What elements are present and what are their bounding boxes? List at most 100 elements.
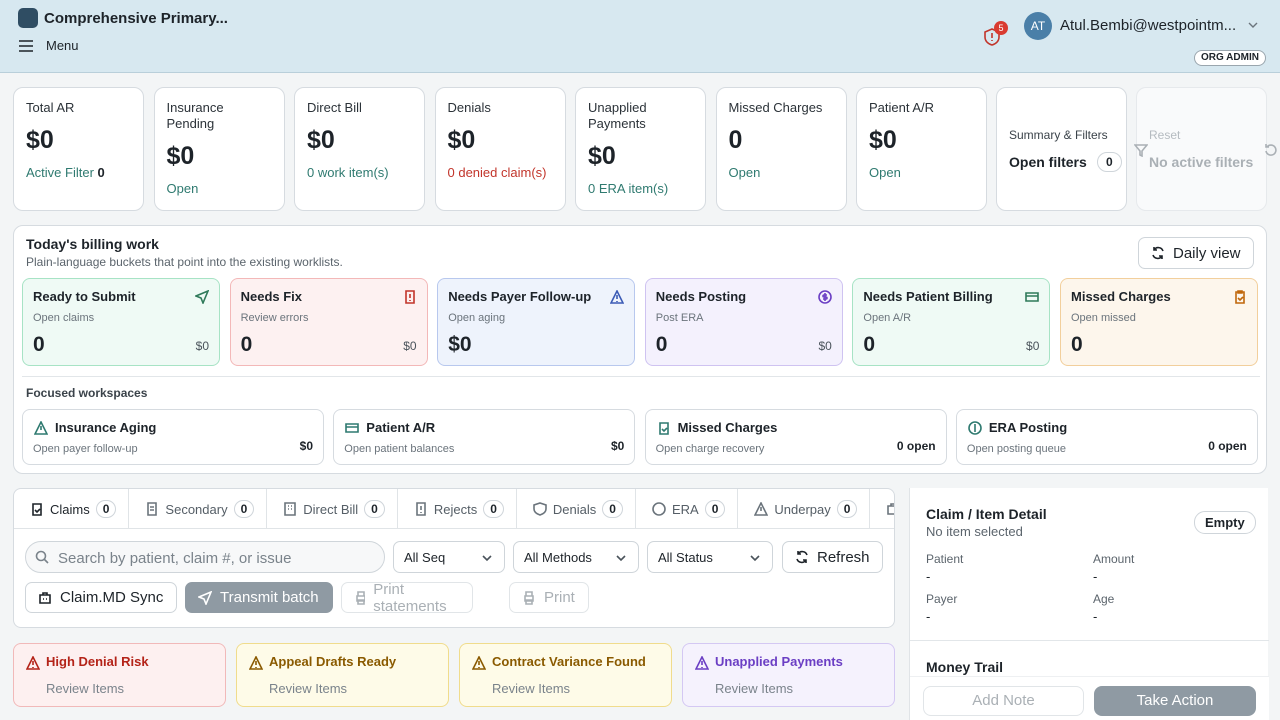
bucket-card[interactable]: Needs Fix Review errors 0 $0 xyxy=(229,278,428,366)
filter-select[interactable]: All Seq xyxy=(393,541,505,573)
icon xyxy=(26,656,40,670)
tab[interactable]: Denials 0 xyxy=(517,489,636,528)
workspace-sub: Open patient balances xyxy=(344,443,455,455)
kpi-card[interactable]: Insurance Pending $0 Open xyxy=(153,87,285,211)
bucket-card[interactable]: Needs Posting Post ERA 0 $0 xyxy=(644,278,843,366)
user-chevron[interactable] xyxy=(1248,21,1258,29)
alert-card[interactable]: Unapplied Payments Review Items xyxy=(682,643,895,707)
tab[interactable]: Direct Bill 0 xyxy=(267,489,398,528)
workspace-card[interactable]: Missed Charges Open charge recovery 0 open xyxy=(644,409,947,465)
tab[interactable]: Claims 0 xyxy=(14,489,130,528)
bucket-card[interactable]: Ready to Submit Open claims 0 $0 xyxy=(22,278,220,366)
alert-card[interactable]: Contract Variance Found Review Items xyxy=(459,643,672,707)
workspace-value: $0 xyxy=(299,439,313,453)
kpi-sub-text: Active Filter xyxy=(26,165,94,180)
bucket-sub: Review errors xyxy=(240,312,309,324)
tab[interactable]: Rejects 0 xyxy=(398,489,517,528)
reset-card[interactable]: Reset No active filters xyxy=(1134,87,1277,211)
kpi-sub: Active Filter 0 xyxy=(26,165,131,180)
kpi-card[interactable]: Missed Charges 0 Open xyxy=(715,87,847,211)
kpi-card[interactable]: Unapplied Payments $0 0 ERA item(s) xyxy=(575,87,706,211)
kpi-sub: 0 work item(s) xyxy=(307,165,412,180)
workspace-value: 0 open xyxy=(1208,439,1247,453)
kpi-sub-text: 0 ERA item(s) xyxy=(588,181,669,196)
alert-card[interactable]: Appeal Drafts Ready Review Items xyxy=(236,643,449,707)
alert-sub: Review Items xyxy=(269,681,348,696)
icon xyxy=(195,290,209,304)
filter-icon xyxy=(1134,144,1148,157)
menu-icon[interactable] xyxy=(18,39,34,53)
icon xyxy=(750,555,760,562)
summary-card[interactable]: Summary & Filters Open filters 0 xyxy=(996,87,1127,211)
icon xyxy=(533,502,547,516)
tab-label: Rejects xyxy=(433,501,478,517)
kpi-value: $0 xyxy=(869,126,897,154)
refresh-button[interactable]: Refresh xyxy=(782,541,883,573)
field-label: Age xyxy=(1093,592,1115,606)
alert-sub: Review Items xyxy=(492,681,571,696)
kpi-card[interactable]: Direct Bill $0 0 work item(s) xyxy=(294,87,425,211)
field-value: - xyxy=(926,569,931,584)
kpi-label: Unapplied Payments xyxy=(588,100,647,131)
kpi-sub-text: 0 work item(s) xyxy=(307,165,389,180)
kpi-card[interactable]: Denials $0 0 denied claim(s) xyxy=(434,87,566,211)
action-button[interactable]: Print statements xyxy=(341,581,473,615)
bucket-title: Needs Fix xyxy=(240,289,303,304)
bucket-amount: $0 xyxy=(403,339,417,353)
take-action-button[interactable]: Take Action xyxy=(1094,686,1256,716)
icon xyxy=(818,290,832,304)
filter-select[interactable]: All Status xyxy=(647,541,773,573)
bucket-card[interactable]: Needs Patient Billing Open A/R 0 $0 xyxy=(852,278,1051,366)
kpi-value: $0 xyxy=(588,142,616,170)
summary-count: 0 xyxy=(1097,152,1122,172)
add-note-button[interactable]: Add Note xyxy=(923,686,1084,716)
action-button[interactable]: Claim.MD Sync xyxy=(25,582,177,613)
bucket-title: Ready to Submit xyxy=(33,289,136,304)
tab[interactable]: ERA 0 xyxy=(636,489,739,528)
kpi-card[interactable]: Total AR $0 Active Filter 0 xyxy=(13,87,144,211)
icon xyxy=(404,290,415,304)
avatar[interactable]: AT xyxy=(1024,12,1052,40)
tab[interactable]: Cla xyxy=(870,489,894,528)
tab-count: 0 xyxy=(233,500,255,518)
menu-label[interactable]: Menu xyxy=(46,38,79,53)
alert-card[interactable]: High Denial Risk Review Items xyxy=(13,643,226,707)
action-label: Claim.MD Sync xyxy=(60,589,164,606)
tab-count: 0 xyxy=(602,500,623,518)
filter-select[interactable]: All Methods xyxy=(513,541,639,573)
alert-sub: Review Items xyxy=(715,681,794,696)
workspace-card[interactable]: Insurance Aging Open payer follow-up $0 xyxy=(22,409,324,465)
workspace-card[interactable]: Patient A/R Open patient balances $0 xyxy=(333,409,636,465)
workspace-card[interactable]: ERA Posting Open posting queue 0 open xyxy=(955,409,1258,465)
notification-badge: 5 xyxy=(994,21,1008,35)
summary-label: Summary & Filters xyxy=(1009,128,1108,142)
bucket-amount: $0 xyxy=(195,339,209,353)
action-button[interactable]: Print xyxy=(509,582,589,613)
kpi-sub-text: Open xyxy=(166,181,199,196)
kpi-card[interactable]: Patient A/R $0 Open xyxy=(856,87,987,211)
alert-icon[interactable] xyxy=(983,28,1001,46)
tab[interactable]: Secondary 0 xyxy=(129,489,268,528)
user-name[interactable]: Atul.Bembi@westpointm... xyxy=(1060,17,1237,34)
bucket-card[interactable]: Needs Payer Follow-up Open aging $0 xyxy=(437,278,636,366)
icon xyxy=(658,422,669,435)
workspace-value: 0 open xyxy=(896,439,936,453)
daily-view-button[interactable]: Daily view xyxy=(1138,237,1254,269)
kpi-sub-value: 0 xyxy=(97,165,105,180)
tab-label: ERA xyxy=(671,501,699,517)
kpi-sub-text: 0 denied claim(s) xyxy=(447,165,547,180)
tab[interactable]: Underpay 0 xyxy=(738,489,871,528)
reset-label: Reset xyxy=(1149,128,1181,142)
bucket-card[interactable]: Missed Charges Open missed 0 xyxy=(1060,278,1258,366)
icon xyxy=(482,555,492,562)
field-label: Patient xyxy=(926,552,964,566)
action-button[interactable]: Transmit batch xyxy=(185,582,333,613)
search-box[interactable]: Search by patient, claim #, or issue xyxy=(25,541,385,573)
alert-title: Contract Variance Found xyxy=(492,654,646,669)
action-label: Print xyxy=(544,589,575,606)
role-badge: ORG ADMIN xyxy=(1194,50,1266,66)
kpi-value: $0 xyxy=(166,142,195,170)
icon xyxy=(968,421,982,435)
bucket-sub: Open claims xyxy=(33,312,95,324)
icon xyxy=(652,502,666,516)
